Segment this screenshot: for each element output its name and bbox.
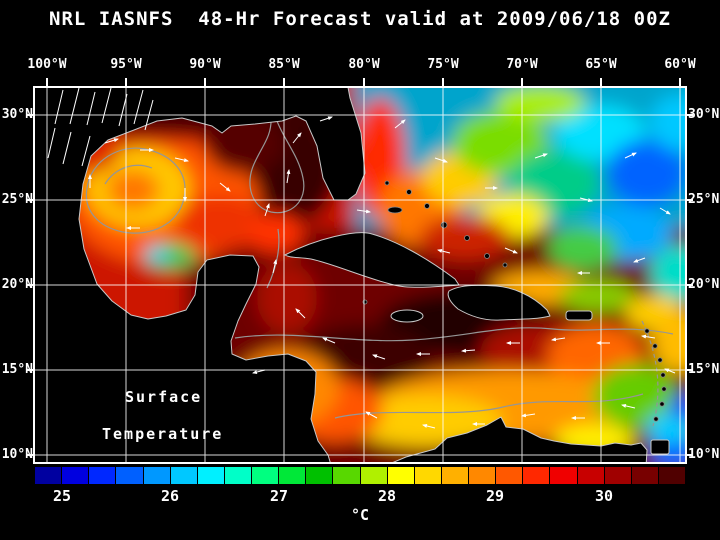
colorbar-cell (414, 467, 441, 484)
tick-mark (600, 78, 602, 86)
lat-label-right-10n: 10°N (688, 447, 720, 462)
lat-label-right-15n: 15°N (688, 362, 720, 377)
tick-mark (679, 78, 681, 86)
colorbar-cell (387, 467, 414, 484)
tick-mark (125, 78, 127, 86)
lat-label-right-20n: 20°N (688, 277, 720, 292)
lat-label-right-30n: 30°N (688, 107, 720, 122)
colorbar-cell (550, 467, 577, 484)
colorbar-tick-26: 26 (160, 487, 180, 505)
colorbar-tick-25: 25 (52, 487, 72, 505)
colorbar-cell (441, 467, 468, 484)
tick-mark (685, 284, 693, 286)
colorbar-cell (279, 467, 306, 484)
lat-label-left-25n: 25°N (1, 192, 33, 207)
tick-mark (27, 284, 35, 286)
land-coastlines (35, 88, 670, 462)
lat-label-left-20n: 20°N (1, 277, 33, 292)
lon-label-80w: 80°W (348, 57, 380, 72)
current-vectors (88, 116, 676, 429)
colorbar-cell (469, 467, 496, 484)
tick-mark (27, 454, 35, 456)
tick-mark (363, 78, 365, 86)
lon-label-90w: 90°W (189, 57, 221, 72)
colorbar-cell (496, 467, 523, 484)
colorbar-unit-label: °C (350, 506, 370, 524)
tick-mark (521, 78, 523, 86)
tick-mark (685, 199, 693, 201)
lat-label-left-15n: 15°N (1, 362, 33, 377)
annotation-surface: Surface (125, 388, 203, 406)
colorbar-cell (252, 467, 279, 484)
colorbar-cell (306, 467, 333, 484)
tick-mark (27, 114, 35, 116)
lon-label-60w: 60°W (664, 57, 696, 72)
colorbar-cell (224, 467, 251, 484)
tick-mark (46, 78, 48, 86)
colorbar-cell (62, 467, 89, 484)
colorbar-cell (170, 467, 197, 484)
sst-map (35, 88, 685, 462)
lon-label-70w: 70°W (506, 57, 538, 72)
tick-mark (442, 78, 444, 86)
colorbar-tick-30: 30 (594, 487, 614, 505)
colorbar-tick-29: 29 (485, 487, 505, 505)
colorbar-cell (143, 467, 170, 484)
colorbar-cell (631, 467, 658, 484)
colorbar-cell (116, 467, 143, 484)
colorbar-cell (333, 467, 360, 484)
tick-mark (27, 199, 35, 201)
colorbar-cell (89, 467, 116, 484)
map-area: Surface Temperature (33, 86, 687, 464)
annotation-temperature: Temperature (102, 425, 224, 443)
lat-label-left-10n: 10°N (1, 447, 33, 462)
colorbar-cell (360, 467, 387, 484)
lon-label-65w: 65°W (585, 57, 617, 72)
colorbar-tick-27: 27 (269, 487, 289, 505)
colorbar-cell (658, 467, 685, 484)
tick-mark (204, 78, 206, 86)
colorbar-cell (604, 467, 631, 484)
lon-label-85w: 85°W (268, 57, 300, 72)
lon-label-100w: 100°W (27, 57, 67, 72)
tick-mark (685, 369, 693, 371)
lon-label-75w: 75°W (427, 57, 459, 72)
colorbar-tick-28: 28 (377, 487, 397, 505)
lat-label-right-25n: 25°N (688, 192, 720, 207)
colorbar-cell (197, 467, 224, 484)
tick-mark (27, 369, 35, 371)
grid-lines (35, 88, 685, 462)
colorbar-cell (35, 467, 62, 484)
plot-title: NRL IASNFS 48-Hr Forecast valid at 2009/… (49, 8, 671, 30)
lat-label-left-30n: 30°N (1, 107, 33, 122)
colorbar (35, 467, 685, 484)
tick-mark (685, 454, 693, 456)
colorbar-cell (577, 467, 604, 484)
lon-label-95w: 95°W (110, 57, 142, 72)
tick-mark (283, 78, 285, 86)
colorbar-cell (523, 467, 550, 484)
tick-mark (685, 114, 693, 116)
